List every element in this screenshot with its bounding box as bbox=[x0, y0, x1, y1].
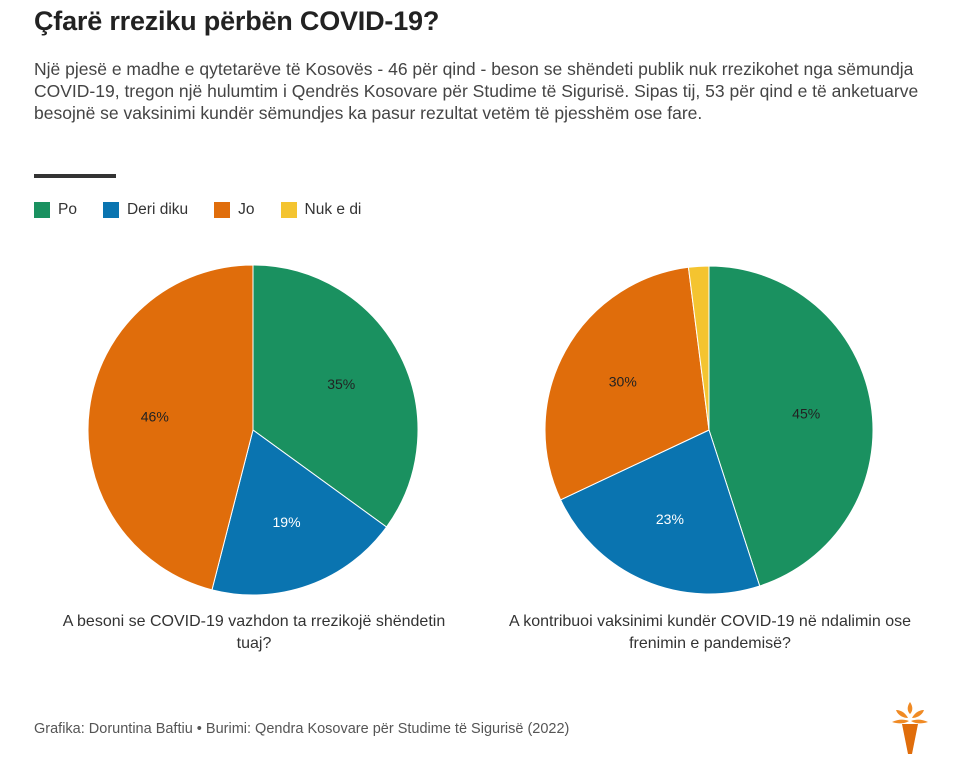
legend-swatch-deri-diku bbox=[102, 202, 119, 218]
source-footer: Grafika: Doruntina Baftiu • Burimi: Qend… bbox=[34, 721, 570, 737]
pie-2-slice-jo bbox=[544, 266, 710, 501]
pie-2-slice-nuk-e-di bbox=[687, 265, 710, 431]
pie-2-label-deri-diku: 23% bbox=[656, 511, 684, 527]
pie-1-label-po: 35% bbox=[327, 376, 355, 392]
pie-2-caption: A kontribuoi vaksinimi kundër COVID-19 n… bbox=[509, 613, 911, 652]
pie-2-label-jo: 30% bbox=[609, 373, 637, 389]
legend-swatch-po bbox=[34, 202, 50, 218]
legend-label-nuk-e-di: Nuk e di bbox=[304, 201, 362, 218]
pie-2-label-po: 45% bbox=[792, 405, 820, 421]
legend-label-po: Po bbox=[58, 201, 77, 218]
legend-item-po: Po bbox=[34, 201, 77, 219]
legend-label-jo: Jo bbox=[238, 201, 255, 218]
legend-swatch-nuk-e-di bbox=[280, 202, 297, 218]
chart-title: Çfarë rreziku përbën COVID-19? bbox=[34, 6, 440, 36]
pie-1-slice-jo bbox=[87, 264, 254, 591]
pie-1-label-jo: 46% bbox=[141, 408, 169, 424]
legend-item-jo: Jo bbox=[214, 201, 255, 219]
chart-subtitle: Një pjesë e madhe e qytetarëve të Kosovë… bbox=[34, 59, 919, 123]
pie-2-slice-po bbox=[708, 265, 874, 587]
title-divider bbox=[34, 174, 116, 178]
pie-1-slice-po bbox=[252, 264, 419, 528]
legend: Po Deri diku Jo Nuk e di bbox=[34, 201, 387, 219]
legend-swatch-jo bbox=[214, 202, 231, 218]
legend-item-deri-diku: Deri diku bbox=[102, 201, 189, 219]
pie-1-label-deri-diku: 19% bbox=[273, 514, 301, 530]
pie-1-caption: A besoni se COVID-19 vazhdon ta rrezikoj… bbox=[62, 613, 446, 652]
legend-label-deri-diku: Deri diku bbox=[126, 201, 189, 218]
rfe-torch-logo-icon bbox=[892, 702, 928, 754]
legend-item-nuk-e-di: Nuk e di bbox=[280, 201, 362, 219]
pie-2-slice-deri-diku bbox=[559, 429, 761, 595]
pie-1-slice-deri-diku bbox=[211, 429, 388, 596]
